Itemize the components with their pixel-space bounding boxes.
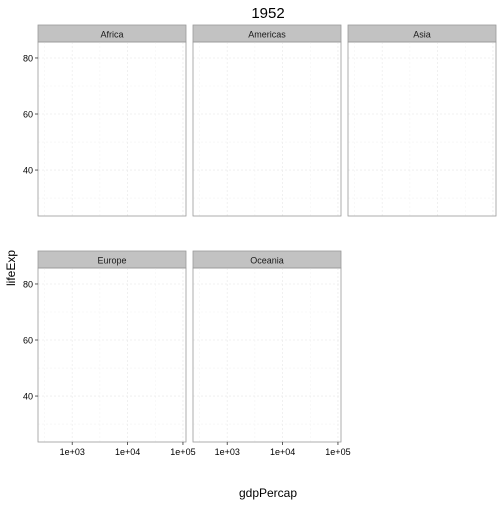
facet-panel-europe: Europe 40 60 80 1e+03 1e+04 1e+05 xyxy=(23,250,196,457)
facet-strip-label: Asia xyxy=(413,30,431,40)
y-tick-label: 40 xyxy=(23,166,33,176)
y-tick-label: 60 xyxy=(23,110,33,120)
x-axis-label: gdpPercap xyxy=(239,486,297,500)
facet-strip-label: Europe xyxy=(97,256,126,266)
x-tick-label: 1e+03 xyxy=(215,447,240,457)
facet-panel-border xyxy=(192,267,342,443)
y-tick-label: 40 xyxy=(23,392,33,402)
facet-strip-label: Oceania xyxy=(250,256,284,266)
y-tick-label: 80 xyxy=(23,53,33,63)
facet-panel-border xyxy=(347,41,497,217)
facet-panel-border xyxy=(192,41,342,217)
chart-title: 1952 xyxy=(251,5,284,22)
y-tick-label: 80 xyxy=(23,279,33,289)
y-tick-label: 60 xyxy=(23,336,33,346)
facet-panel-border xyxy=(37,41,187,217)
facet-panel-africa: Africa 40 60 80 xyxy=(23,24,187,217)
y-axis-label: lifeExp xyxy=(4,250,18,286)
facet-panels: Africa 40 60 80 Americas Asia Europe 40 60 80 1e+0… xyxy=(23,24,497,457)
x-tick-label: 1e+05 xyxy=(325,447,350,457)
x-tick-label: 1e+04 xyxy=(270,447,295,457)
facet-panel-oceania: Oceania 1e+03 1e+04 1e+05 xyxy=(192,250,351,457)
x-tick-label: 1e+03 xyxy=(60,447,85,457)
facet-panel-border xyxy=(37,267,187,443)
x-tick-label: 1e+04 xyxy=(115,447,140,457)
facet-panel-asia: Asia xyxy=(347,24,497,217)
facet-strip-label: Americas xyxy=(248,30,286,40)
facet-strip-label: Africa xyxy=(100,30,123,40)
facet-panel-americas: Americas xyxy=(192,24,342,217)
x-tick-label: 1e+05 xyxy=(170,447,195,457)
